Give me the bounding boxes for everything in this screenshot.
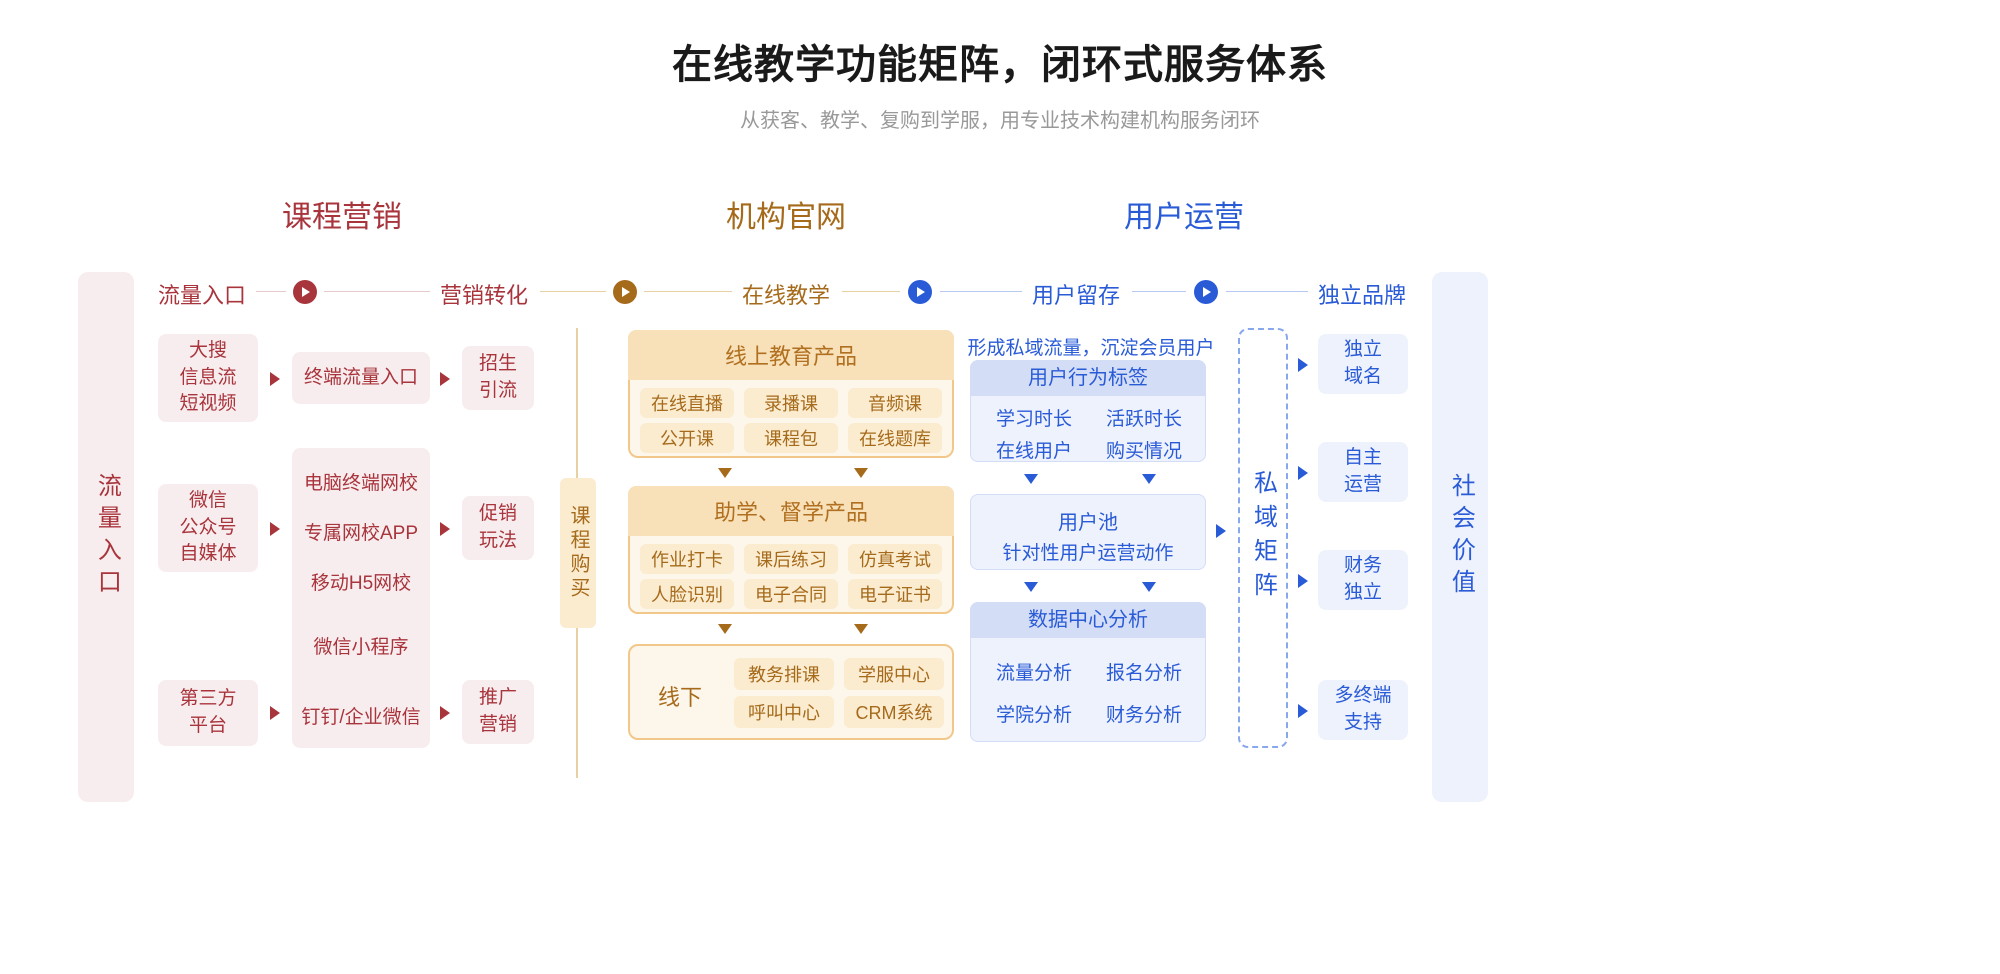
- divider: [1132, 291, 1186, 292]
- caret-right-icon: [270, 522, 280, 536]
- subhead-teaching: 在线教学: [742, 278, 830, 310]
- card-title-assist: 助学、督学产品: [628, 486, 954, 536]
- caret-right-icon: [270, 706, 280, 720]
- label-pool-title: 用户池: [970, 506, 1206, 535]
- label-app: 专属网校APP: [292, 518, 430, 545]
- section-marketing: 课程营销: [282, 192, 402, 236]
- chip-face: 人脸识别: [640, 579, 734, 609]
- caret-right-icon: [1298, 574, 1308, 588]
- chip-crm: CRM系统: [844, 696, 944, 728]
- label-signup-analysis: 报名分析: [1094, 658, 1194, 685]
- caret-down-icon: [718, 624, 732, 634]
- subhead-retention: 用户留存: [1032, 278, 1120, 310]
- section-website: 机构官网: [726, 192, 846, 236]
- label-miniprogram: 微信小程序: [292, 632, 430, 659]
- section-operations: 用户运营: [1124, 192, 1244, 236]
- box-dasou: 大搜 信息流 短视频: [158, 334, 258, 422]
- box-promo: 促销 玩法: [462, 496, 534, 560]
- label-active-time: 活跃时长: [1094, 404, 1194, 431]
- play-icon: [293, 280, 317, 304]
- box-thirdparty: 第三方 平台: [158, 680, 258, 746]
- chip-mock: 仿真考试: [848, 544, 942, 574]
- card-title-data-center: 数据中心分析: [970, 602, 1206, 638]
- divider: [842, 291, 900, 292]
- chip-cert: 电子证书: [848, 579, 942, 609]
- label-online-users: 在线用户: [984, 436, 1084, 463]
- chip-live: 在线直播: [640, 388, 734, 418]
- divider: [644, 291, 732, 292]
- caret-down-icon: [1142, 582, 1156, 592]
- divider: [256, 291, 286, 292]
- play-icon: [908, 280, 932, 304]
- label-private-traffic: 形成私域流量，沉淀会员用户: [966, 333, 1216, 360]
- caret-down-icon: [1024, 582, 1038, 592]
- label-purchase: 购买情况: [1094, 436, 1194, 463]
- caret-right-icon: [1298, 466, 1308, 480]
- chip-call: 呼叫中心: [734, 696, 834, 728]
- box-spread: 推广 营销: [462, 680, 534, 744]
- subhead-convert: 营销转化: [440, 278, 528, 310]
- caret-right-icon: [1298, 704, 1308, 718]
- label-college-analysis: 学院分析: [984, 700, 1084, 727]
- card-title-user-tags: 用户行为标签: [970, 360, 1206, 396]
- box-selfop: 自主 运营: [1318, 442, 1408, 502]
- caret-right-icon: [440, 522, 450, 536]
- caret-right-icon: [440, 706, 450, 720]
- subhead-traffic: 流量入口: [158, 278, 246, 310]
- chip-open: 公开课: [640, 423, 734, 453]
- box-domain: 独立 域名: [1318, 334, 1408, 394]
- label-pool-sub: 针对性用户运营动作: [970, 538, 1206, 565]
- caret-right-icon: [440, 372, 450, 386]
- chip-homework: 作业打卡: [640, 544, 734, 574]
- label-finance-analysis: 财务分析: [1094, 700, 1194, 727]
- chip-exam: 在线题库: [848, 423, 942, 453]
- caret-right-icon: [1216, 524, 1226, 538]
- chip-recorded: 录播课: [744, 388, 838, 418]
- card-title-online: 线上教育产品: [628, 330, 954, 380]
- caret-right-icon: [270, 372, 280, 386]
- caret-down-icon: [718, 468, 732, 478]
- page-subtitle: 从获客、教学、复购到学服，用专业技术构建机构服务闭环: [0, 104, 2000, 133]
- box-multiterminal: 多终端 支持: [1318, 680, 1408, 740]
- box-recruit: 招生 引流: [462, 346, 534, 410]
- chip-package: 课程包: [744, 423, 838, 453]
- divider: [1226, 291, 1308, 292]
- pillar-traffic: 流量入口: [78, 272, 134, 802]
- box-terminal-traffic: 终端流量入口: [292, 352, 430, 404]
- label-traffic-analysis: 流量分析: [984, 658, 1084, 685]
- box-weixin: 微信 公众号 自媒体: [158, 484, 258, 572]
- box-finance: 财务 独立: [1318, 550, 1408, 610]
- subhead-brand: 独立品牌: [1318, 278, 1406, 310]
- label-dingtalk: 钉钉/企业微信: [292, 702, 430, 729]
- caret-down-icon: [854, 468, 868, 478]
- play-icon: [613, 280, 637, 304]
- divider: [324, 291, 430, 292]
- divider: [540, 291, 606, 292]
- caret-down-icon: [1142, 474, 1156, 484]
- pillar-purchase: 课程购买: [560, 478, 596, 628]
- play-icon: [1194, 280, 1218, 304]
- label-offline: 线下: [640, 680, 720, 712]
- label-pc: 电脑终端网校: [292, 468, 430, 495]
- label-h5: 移动H5网校: [292, 568, 430, 595]
- chip-after: 课后练习: [744, 544, 838, 574]
- pillar-social-value: 社会价值: [1432, 272, 1488, 802]
- chip-schedule: 教务排课: [734, 658, 834, 690]
- label-study-time: 学习时长: [984, 404, 1084, 431]
- caret-right-icon: [1298, 358, 1308, 372]
- chip-service: 学服中心: [844, 658, 944, 690]
- pillar-private-matrix: 私域矩阵: [1238, 328, 1288, 748]
- caret-down-icon: [854, 624, 868, 634]
- chip-contract: 电子合同: [744, 579, 838, 609]
- caret-down-icon: [1024, 474, 1038, 484]
- divider: [940, 291, 1022, 292]
- page-title: 在线教学功能矩阵，闭环式服务体系: [0, 32, 2000, 90]
- chip-audio: 音频课: [848, 388, 942, 418]
